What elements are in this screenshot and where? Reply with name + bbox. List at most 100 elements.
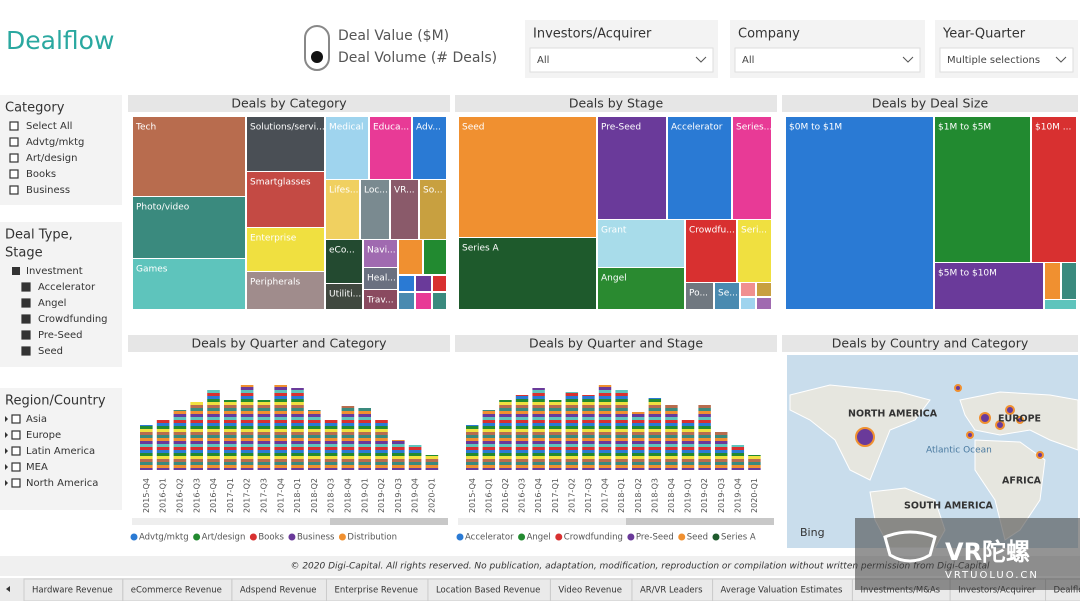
treemap-tile[interactable]: [133, 259, 245, 309]
treemap-tile[interactable]: [1045, 300, 1076, 309]
checkbox[interactable]: [9, 153, 19, 163]
treemap-tile[interactable]: [133, 117, 245, 196]
treemap-tile[interactable]: [399, 276, 414, 291]
treemap-tile[interactable]: [733, 117, 771, 219]
bar[interactable]: [358, 408, 371, 470]
bar[interactable]: [615, 390, 628, 470]
checkbox[interactable]: [9, 169, 19, 179]
treemap-tile[interactable]: [757, 283, 771, 296]
treemap-tile[interactable]: [1045, 263, 1060, 299]
treemap-tile[interactable]: [370, 117, 411, 179]
treemap-tile[interactable]: [364, 240, 397, 267]
treemap-tile[interactable]: [598, 117, 666, 219]
checkbox[interactable]: [11, 446, 21, 456]
bar[interactable]: [715, 432, 728, 470]
bar[interactable]: [515, 395, 529, 470]
checkbox[interactable]: [21, 314, 31, 324]
bar[interactable]: [224, 400, 237, 470]
bar[interactable]: [240, 385, 254, 470]
bar[interactable]: [681, 420, 695, 470]
bar[interactable]: [698, 405, 711, 470]
bar[interactable]: [425, 455, 439, 470]
bar[interactable]: [392, 440, 405, 470]
treemap-tile[interactable]: [459, 117, 596, 237]
checkbox[interactable]: [12, 267, 20, 275]
scroll-thumb[interactable]: [626, 518, 774, 525]
bar[interactable]: [499, 400, 512, 470]
treemap-tile[interactable]: [416, 293, 431, 309]
treemap-tile[interactable]: [741, 298, 755, 309]
filter-dropdown[interactable]: [939, 47, 1074, 73]
treemap-tile[interactable]: [133, 197, 245, 258]
checkbox[interactable]: [11, 462, 21, 472]
bar[interactable]: [408, 445, 422, 470]
bar[interactable]: [207, 390, 220, 470]
treemap-tile[interactable]: [1062, 263, 1076, 299]
treemap-tile[interactable]: [433, 276, 446, 291]
map-pie[interactable]: [1036, 451, 1044, 459]
checkbox[interactable]: [9, 137, 19, 147]
bar[interactable]: [565, 392, 579, 470]
map-pie[interactable]: [995, 420, 1005, 430]
checkbox[interactable]: [21, 346, 31, 356]
treemap-tile[interactable]: [598, 268, 684, 309]
checkbox[interactable]: [11, 430, 21, 440]
treemap-tile[interactable]: [326, 240, 362, 283]
treemap-tile[interactable]: [424, 240, 446, 274]
treemap-tile[interactable]: [399, 240, 422, 274]
bar[interactable]: [341, 406, 355, 470]
bar[interactable]: [482, 410, 496, 470]
treemap-tile[interactable]: [459, 238, 596, 309]
bar[interactable]: [665, 405, 678, 470]
treemap-tile[interactable]: [715, 283, 739, 309]
treemap-tile[interactable]: [247, 172, 324, 227]
map-pie[interactable]: [855, 427, 875, 447]
treemap-tile[interactable]: [413, 117, 446, 179]
filter-dropdown[interactable]: [734, 47, 921, 73]
bar[interactable]: [140, 425, 153, 470]
bar[interactable]: [731, 445, 745, 470]
treemap-tile[interactable]: [364, 290, 397, 309]
map-pie[interactable]: [1016, 416, 1024, 424]
bar[interactable]: [274, 385, 287, 470]
checkbox[interactable]: [21, 298, 31, 308]
checkbox[interactable]: [9, 185, 19, 195]
checkbox[interactable]: [9, 121, 19, 131]
tab-arrow[interactable]: [6, 586, 10, 592]
bar[interactable]: [632, 412, 645, 470]
treemap-tile[interactable]: [686, 220, 736, 282]
bar[interactable]: [324, 420, 338, 470]
treemap-tile[interactable]: [247, 272, 324, 309]
treemap-tile[interactable]: [1032, 117, 1076, 262]
map-pie[interactable]: [1005, 405, 1015, 415]
treemap-tile[interactable]: [598, 220, 684, 267]
treemap-tile[interactable]: [399, 293, 414, 309]
treemap-tile[interactable]: [786, 117, 933, 309]
treemap-tile[interactable]: [416, 276, 431, 291]
checkbox[interactable]: [11, 478, 21, 488]
bar[interactable]: [582, 395, 595, 470]
treemap-tile[interactable]: [738, 220, 771, 282]
treemap-tile[interactable]: [935, 263, 1043, 309]
treemap-tile[interactable]: [247, 228, 324, 271]
checkbox[interactable]: [21, 330, 31, 340]
bar[interactable]: [257, 400, 271, 470]
bar[interactable]: [532, 388, 545, 470]
treemap-tile[interactable]: [420, 180, 446, 239]
bar[interactable]: [190, 402, 203, 470]
treemap-tile[interactable]: [326, 117, 368, 179]
treemap-tile[interactable]: [391, 180, 418, 239]
treemap-tile[interactable]: [247, 117, 324, 171]
bar[interactable]: [375, 420, 388, 470]
map-pie[interactable]: [979, 412, 991, 424]
treemap-tile[interactable]: [686, 283, 713, 309]
bar[interactable]: [748, 455, 761, 470]
filter-dropdown[interactable]: [529, 47, 714, 73]
map-pie[interactable]: [966, 431, 974, 439]
treemap-tile[interactable]: [361, 180, 389, 239]
treemap-tile[interactable]: [326, 180, 359, 239]
toggle[interactable]: [304, 25, 330, 71]
treemap-tile[interactable]: [741, 283, 755, 296]
bar[interactable]: [648, 398, 662, 470]
bar[interactable]: [156, 420, 170, 470]
